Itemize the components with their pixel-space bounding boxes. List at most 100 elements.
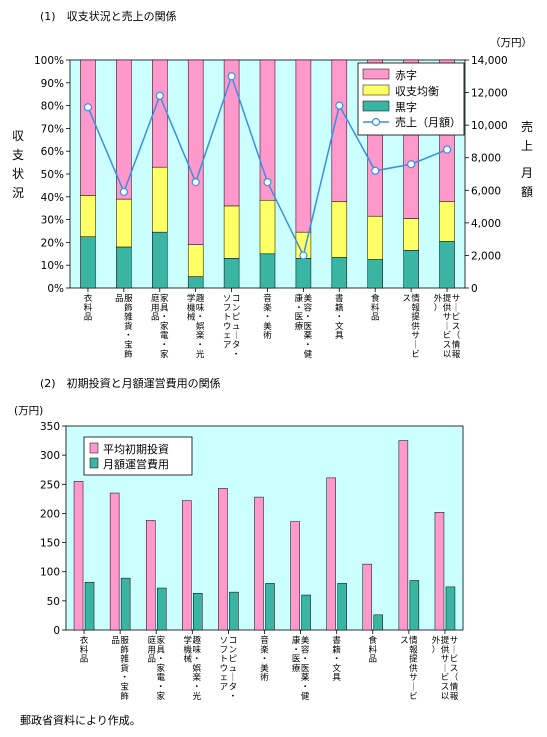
line-point-sales: [263, 178, 272, 187]
x-tick-label: 家具・家電・家庭用品家具・家電・家庭用品: [147, 635, 165, 702]
left-tick-label: 0%: [47, 283, 64, 295]
left-tick-label: 60%: [41, 146, 64, 158]
left-tick-label: 50%: [41, 169, 64, 181]
bar-segment-赤字: [259, 59, 276, 201]
x-tick-label: 服飾雑貨・宝飾品服飾雑貨・宝飾品: [115, 294, 133, 360]
x-tick-label: 音楽・美術音楽・美術: [263, 293, 272, 341]
legend-box: [83, 436, 193, 476]
bar-segment-赤字: [116, 59, 132, 200]
legend-swatch: [362, 68, 390, 80]
bar-平均初期投資: [362, 563, 373, 631]
bar-segment-黒字: [439, 241, 455, 289]
bar-segment-赤字: [295, 59, 312, 233]
x-tick-label: 食料品食料品: [369, 635, 378, 665]
bar-segment-赤字: [80, 59, 96, 196]
bar-segment-黒字: [259, 253, 276, 289]
bar-平均初期投資: [145, 520, 156, 631]
bar-月額運営費用: [409, 580, 420, 631]
y-axis-unit: (万円): [14, 405, 43, 417]
bar-segment-赤字: [187, 59, 204, 245]
right-tick-label: 10,000: [471, 120, 508, 132]
left-tick-label: 80%: [41, 101, 64, 113]
right-axis-unit: （万円）: [490, 37, 532, 49]
y-tick-label: 100: [40, 567, 60, 579]
x-tick-label: コンピュ｜タ・ソフトウェアコンピュータ・ソフトウェア: [220, 636, 238, 702]
left-axis-label-char: 況: [12, 185, 24, 200]
left-axis-label-char: 収: [12, 129, 24, 143]
y-tick-label: 50: [47, 596, 60, 608]
bar-segment-黒字: [403, 250, 419, 289]
bar-segment-収支均衡: [187, 244, 204, 277]
line-point-sales: [119, 187, 128, 197]
right-tick-label: 6,000: [471, 185, 501, 197]
x-tick-label: サ｜ビス（情報提供サ｜ビス以外）サービス（情報提供サービス以外）: [434, 293, 461, 360]
x-tick-label: 情報提供サ｜ビス情報提供サービス: [402, 293, 420, 360]
bar-segment-収支均衡: [80, 195, 96, 237]
y-tick-label: 200: [40, 508, 60, 520]
bar-平均初期投資: [434, 512, 445, 631]
right-tick-label: 8,000: [471, 153, 501, 165]
bar-平均初期投資: [290, 521, 300, 631]
bar-segment-赤字: [331, 59, 348, 202]
bar-segment-赤字: [152, 59, 168, 168]
bar-segment-収支均衡: [439, 201, 455, 242]
line-point-sales: [335, 101, 344, 110]
legend-label: 月額運営費用: [103, 457, 169, 471]
bar-月額運営費用: [193, 593, 203, 631]
line-point-sales: [299, 251, 308, 260]
bar-月額運営費用: [84, 581, 95, 631]
x-tick-label: 音楽・美術音楽・美術: [260, 635, 269, 683]
bar-segment-赤字: [223, 59, 240, 207]
right-axis-label-char: 上: [521, 139, 533, 153]
bar-segment-収支均衡: [223, 205, 240, 259]
legend-label: 平均初期投資: [103, 442, 169, 456]
bar-月額運営費用: [265, 583, 275, 631]
legend-marker: [371, 117, 381, 127]
bar-月額運営費用: [337, 583, 347, 631]
left-tick-label: 10%: [41, 260, 64, 272]
left-tick-label: 90%: [41, 78, 64, 90]
line-point-sales: [442, 145, 452, 154]
x-tick-label: 趣味・娯楽・光学機械趣味・娯楽・光学機械: [184, 635, 202, 702]
bar-segment-収支均衡: [403, 218, 419, 251]
y-tick-label: 350: [40, 421, 60, 433]
right-tick-label: 0: [471, 283, 478, 295]
bar-segment-収支均衡: [331, 201, 348, 258]
y-tick-label: 300: [40, 450, 60, 462]
line-point-sales: [371, 166, 380, 175]
bar-平均初期投資: [218, 488, 228, 631]
x-tick-label: 情報提供サ｜ビス情報提供サービス: [400, 635, 418, 702]
x-tick-label: 趣味・娯楽・光学機械趣味・娯楽・光学機械: [187, 293, 205, 360]
x-tick-label: 食料品食料品: [371, 293, 380, 323]
bar-segment-黒字: [223, 258, 240, 289]
bar-月額運営費用: [156, 587, 167, 631]
line-point-sales: [191, 178, 200, 187]
bar-月額運営費用: [301, 594, 311, 631]
x-tick-label: 服飾雑貨・宝飾品服飾雑貨・宝飾品: [111, 636, 129, 702]
bar-月額運営費用: [373, 614, 384, 631]
bar-segment-黒字: [152, 231, 168, 289]
right-axis-label-char: 額: [521, 185, 533, 199]
bar-segment-黒字: [331, 256, 348, 289]
section2-title: (2) 初期投資と月額運営費用の関係: [40, 377, 221, 390]
chart-income-sales: 0% 10% 20% 30% 40% 50% 60% 70% 80% 90% 100% 0 2,000 4…: [12, 37, 533, 360]
left-tick-label: 20%: [41, 237, 64, 249]
x-tick-label: サ｜ビス（情報提供サ｜ビス以外）サービス（情報提供サービス以外）: [432, 635, 459, 702]
line-point-sales: [407, 160, 416, 169]
right-tick-label: 2,000: [471, 250, 501, 262]
bar-月額運営費用: [120, 577, 131, 631]
x-tick-label: コンピュ｜タ・ソフトウェアコンピュータ・ソフトウェア: [223, 294, 241, 360]
left-axis-label-char: 状: [12, 167, 24, 181]
bar-segment-黒字: [116, 246, 132, 289]
right-axis-label-char: 売: [521, 119, 533, 134]
legend-swatch: [89, 442, 99, 454]
footnote: 郵政省資料により作成。: [20, 714, 141, 727]
y-tick-label: 250: [40, 479, 60, 491]
bar-segment-黒字: [367, 259, 383, 289]
left-tick-label: 40%: [41, 192, 64, 204]
bar-segment-黒字: [187, 276, 204, 289]
section1-title: (1) 収支状況と売上の関係: [40, 10, 177, 23]
bar-平均初期投資: [73, 481, 84, 631]
bar-segment-収支均衡: [259, 199, 276, 255]
bar-平均初期投資: [182, 500, 192, 631]
